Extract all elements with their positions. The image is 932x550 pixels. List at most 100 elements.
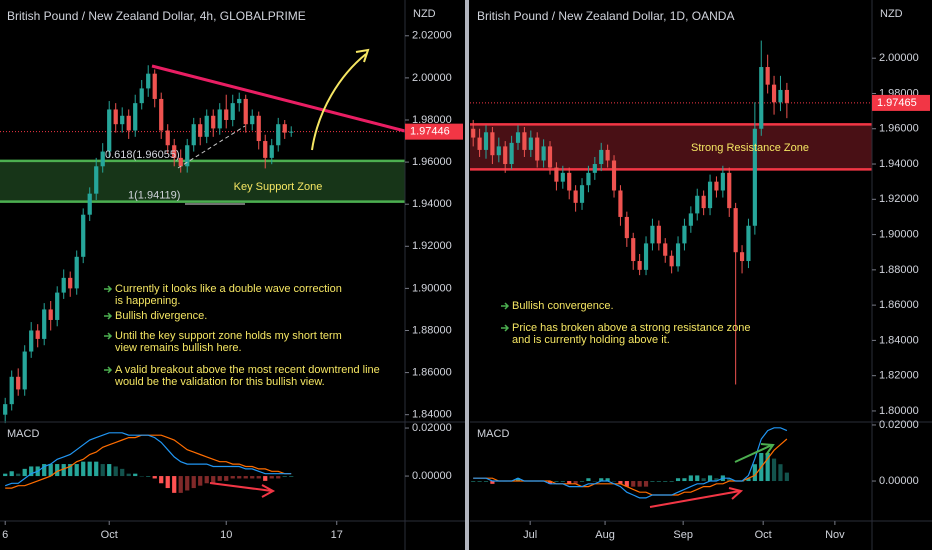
momentum-arrow-head (760, 443, 775, 456)
candle-body (152, 73, 157, 99)
candle-body (695, 195, 700, 214)
chart-title: British Pound / New Zealand Dollar, 1D, … (477, 9, 734, 23)
candle-body (727, 172, 732, 209)
candle-body (276, 124, 281, 146)
y-tick-label: 1.92000 (879, 193, 919, 205)
last-price-box (872, 94, 930, 111)
note-arrow (104, 332, 113, 340)
macd-macd-line (473, 427, 788, 499)
macd-histogram-bar (727, 478, 732, 482)
macd-histogram-bar (675, 478, 681, 482)
candle-body (42, 309, 47, 339)
x-tick-label: Aug (595, 529, 615, 541)
candle-body (669, 255, 674, 267)
candle-body (256, 115, 261, 142)
note-text: Currently it looks like a double wave co… (115, 283, 342, 295)
macd-histogram-bar (560, 481, 565, 482)
y-tick-label: 1.94000 (412, 198, 452, 210)
y-tick-label: 1.88000 (879, 264, 919, 276)
note-text: Bullish divergence. (115, 310, 207, 322)
macd-histogram-bar (178, 476, 183, 493)
zone-label: Key Support Zone (234, 181, 323, 193)
macd-histogram-bar (471, 481, 476, 482)
note-arrow (501, 302, 510, 310)
candle-body (159, 98, 164, 131)
macd-histogram-bar (48, 464, 53, 477)
candle-body (16, 376, 21, 390)
zone (0, 160, 405, 202)
x-tick-label: Sep (673, 529, 693, 541)
note-arrow (501, 324, 510, 332)
candle-body (611, 160, 617, 191)
macd-histogram-bar (81, 461, 86, 477)
macd-histogram-bar (289, 476, 294, 477)
candle-body (567, 172, 572, 191)
candle-body (746, 225, 751, 262)
macd-histogram-bar (682, 478, 687, 482)
candle-body (701, 195, 706, 209)
momentum-arrow (734, 444, 773, 463)
y-tick-label: 1.90000 (412, 282, 452, 294)
macd-histogram-bar (515, 478, 521, 482)
candle-body (165, 130, 170, 146)
macd-histogram-bar (87, 461, 92, 477)
macd-histogram-bar (663, 481, 668, 482)
candle-body (477, 137, 482, 150)
y-tick-label: 1.98000 (412, 114, 452, 126)
candle-body (714, 181, 719, 191)
candle-body (113, 109, 118, 125)
macd-histogram-bar (29, 466, 34, 477)
y-tick-label: 1.84000 (412, 409, 452, 421)
macd-histogram-bar (172, 476, 177, 493)
macd-title: MACD (477, 428, 509, 440)
candle-body (35, 330, 40, 339)
macd-histogram-bar (573, 481, 578, 484)
candle-body (172, 145, 177, 158)
macd-histogram-bar (714, 478, 719, 482)
candle-body (269, 145, 274, 158)
candle-body (133, 103, 138, 131)
candle-body (675, 243, 681, 267)
candle-body (631, 238, 636, 262)
currency-label: NZD (413, 8, 436, 20)
macd-histogram-bar (586, 478, 591, 482)
macd-histogram-bar (120, 468, 125, 477)
y-tick-label: 1.86000 (412, 366, 452, 378)
candle-body (560, 172, 565, 182)
macd-histogram-bar (490, 481, 495, 484)
note-text: Bullish convergence. (512, 300, 614, 312)
y-tick-label: 1.84000 (879, 334, 919, 346)
candle-body (509, 142, 514, 165)
macd-histogram-bar (211, 476, 216, 484)
candle-body (263, 141, 268, 158)
divergence-arrow (209, 482, 273, 492)
candle-body (29, 330, 34, 352)
candle-body (522, 132, 527, 150)
candle-body (185, 145, 190, 167)
fib-guide (177, 125, 246, 169)
note-text: Until the key support zone holds my shor… (115, 330, 342, 342)
macd-histogram-bar (68, 464, 73, 477)
macd-histogram-bar (165, 476, 170, 489)
macd-histogram-bar (599, 478, 604, 482)
projection-arrow-head (355, 48, 370, 63)
macd-histogram-bar (146, 476, 151, 477)
candle-body (87, 193, 92, 215)
candle-body (217, 109, 222, 129)
macd-histogram-bar (185, 476, 190, 491)
candle-body (573, 190, 578, 203)
candle-body (599, 149, 604, 165)
projection-arrow (311, 53, 367, 151)
macd-histogram-bar (204, 476, 209, 484)
candle-body (490, 132, 495, 156)
macd-histogram-bar (16, 473, 21, 477)
fib-label: 0.618(1.96055) (105, 149, 180, 161)
candle-body (191, 124, 196, 146)
candle-body (547, 146, 553, 168)
candle-body (74, 256, 79, 289)
macd-histogram-bar (9, 471, 14, 477)
macd-histogram-bar (152, 476, 157, 479)
candle-body (682, 225, 687, 244)
candle-body (733, 208, 738, 253)
